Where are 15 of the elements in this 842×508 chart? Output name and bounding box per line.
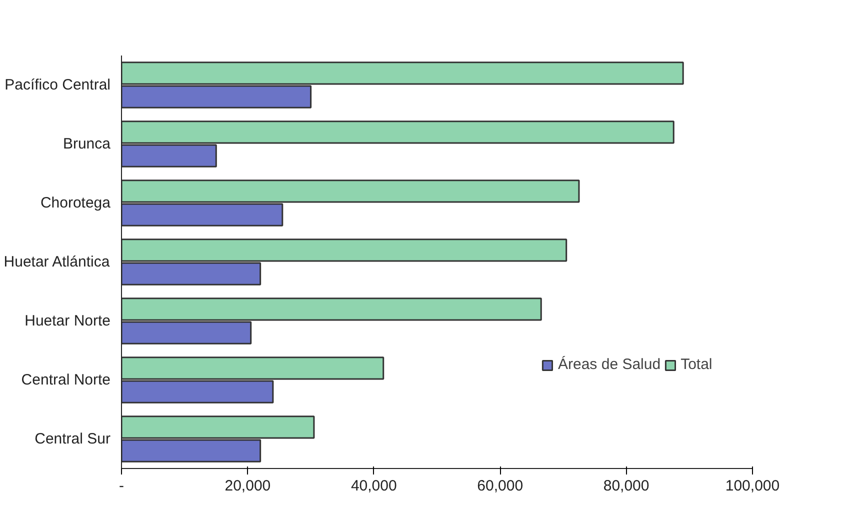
x-tick-label: -	[119, 478, 124, 494]
legend-label: Total	[680, 356, 712, 373]
x-tick-label: 100,000	[725, 478, 780, 494]
x-tick-label: 20,000	[224, 478, 271, 494]
x-tick-label: 60,000	[477, 478, 524, 494]
x-tick-label: 80,000	[603, 478, 650, 494]
y-tick-label: Central Norte	[21, 372, 110, 388]
y-tick-label: Pacífico Central	[4, 76, 111, 94]
x-tick-label: 40,000	[350, 478, 397, 494]
legend-label: Áreas de Salud	[558, 356, 661, 373]
y-tick-label: Chorotega	[40, 194, 112, 212]
y-tick-label: Central Sur	[34, 430, 111, 448]
y-tick-label: Brunca	[62, 136, 112, 152]
y-tick-label: Huetar Norte	[24, 312, 111, 330]
y-tick-label: Huetar Atlántica	[4, 254, 110, 270]
